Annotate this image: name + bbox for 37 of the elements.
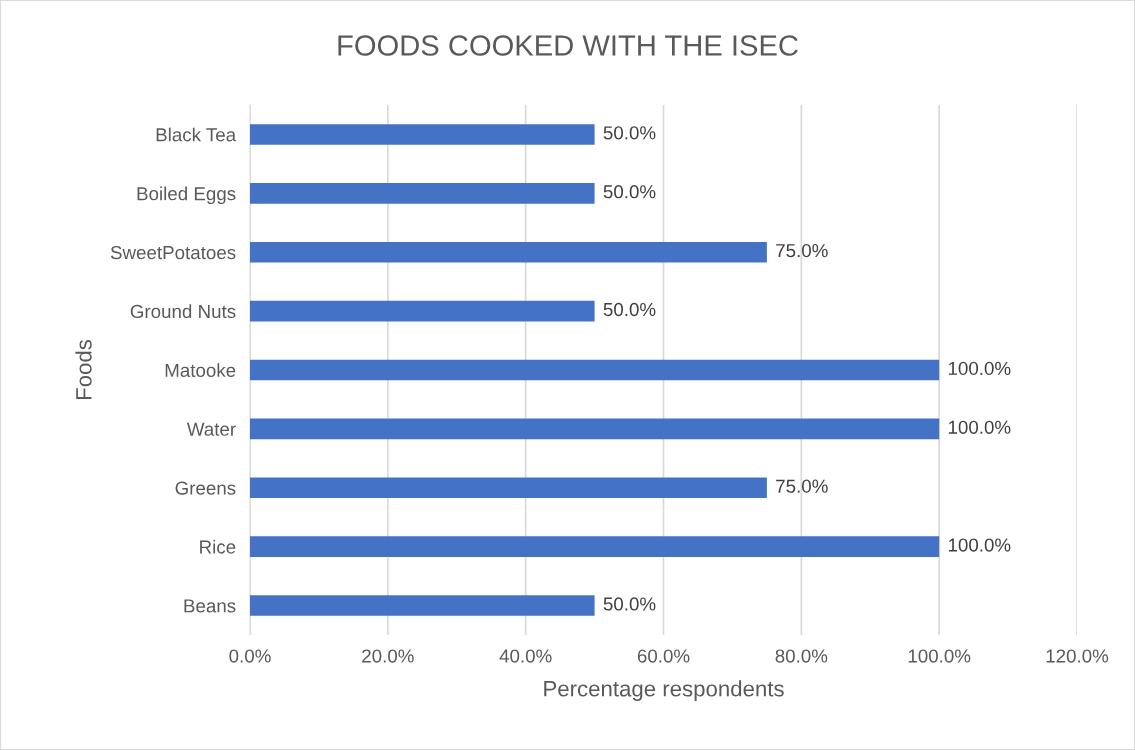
x-tick-label: 120.0% bbox=[1046, 649, 1109, 663]
y-tick-label: Black Tea bbox=[156, 127, 237, 142]
y-tick-label: Greens bbox=[175, 481, 236, 495]
bar bbox=[250, 595, 595, 616]
x-tick-label: 80.0% bbox=[775, 649, 828, 663]
y-tick-label: Boiled Eggs bbox=[137, 186, 236, 205]
x-tick-label: 0.0% bbox=[229, 649, 271, 663]
y-tick-label: Rice bbox=[200, 539, 236, 554]
bar bbox=[250, 418, 940, 440]
bar bbox=[250, 241, 767, 263]
data-label: 50.0% bbox=[603, 597, 656, 611]
data-label: 100.0% bbox=[948, 420, 1011, 434]
data-label: 100.0% bbox=[948, 538, 1011, 552]
data-label: 75.0% bbox=[776, 243, 828, 258]
x-tick-label: 20.0% bbox=[362, 649, 414, 663]
bar bbox=[250, 300, 595, 322]
x-tick-label: 100.0% bbox=[908, 649, 971, 663]
chart-title: FOODS COOKED WITH THE ISEC bbox=[338, 35, 798, 56]
y-tick-label: SweetPotatoes bbox=[110, 245, 236, 260]
y-axis-title: Foods bbox=[75, 339, 92, 400]
y-tick-label: Ground Nuts bbox=[130, 304, 236, 319]
y-tick-label: Beans bbox=[184, 599, 236, 613]
y-tick-label: Matooke bbox=[165, 363, 236, 377]
data-label: 50.0% bbox=[603, 302, 656, 317]
bar bbox=[250, 477, 767, 499]
data-label: 50.0% bbox=[603, 126, 656, 140]
data-label: 50.0% bbox=[603, 185, 656, 199]
bar bbox=[250, 536, 940, 557]
data-label: 75.0% bbox=[776, 479, 828, 493]
bar bbox=[250, 359, 940, 381]
x-axis-title: Percentage respondents bbox=[544, 680, 784, 701]
bar bbox=[250, 183, 595, 204]
bar bbox=[250, 124, 595, 145]
y-tick-label: Water bbox=[186, 422, 236, 436]
x-tick-label: 60.0% bbox=[637, 649, 690, 663]
data-label: 100.0% bbox=[948, 361, 1011, 376]
x-tick-label: 40.0% bbox=[499, 649, 552, 663]
